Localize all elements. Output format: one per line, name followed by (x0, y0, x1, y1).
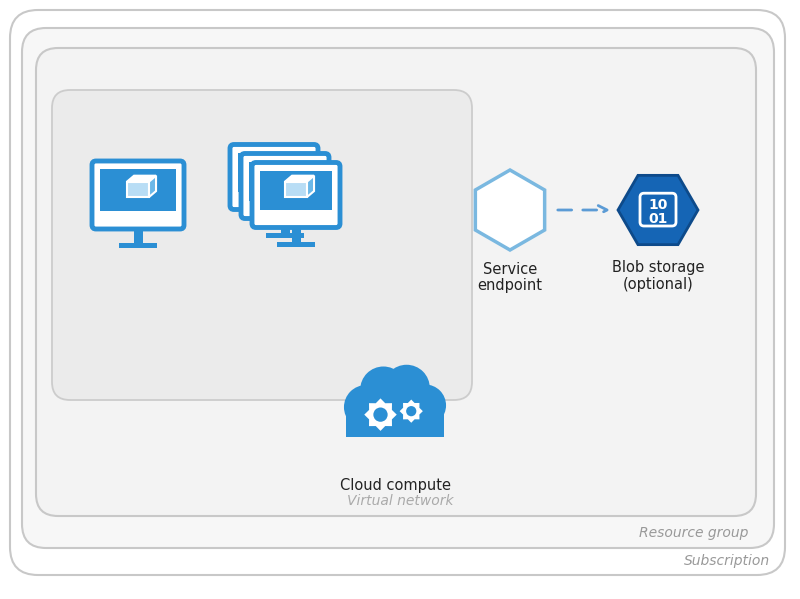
Bar (277, 241, 315, 247)
Circle shape (344, 385, 388, 429)
FancyBboxPatch shape (230, 144, 318, 210)
FancyBboxPatch shape (640, 193, 676, 226)
Bar (134, 227, 142, 243)
Circle shape (383, 365, 430, 411)
Circle shape (360, 367, 406, 413)
Polygon shape (127, 181, 149, 197)
Polygon shape (618, 176, 698, 244)
Text: (vFXT cluster): (vFXT cluster) (245, 278, 347, 293)
Bar (281, 216, 290, 232)
Polygon shape (263, 158, 292, 164)
Text: Subnet: Subnet (238, 380, 286, 394)
FancyBboxPatch shape (252, 162, 340, 228)
Bar (255, 223, 293, 228)
Bar (266, 232, 304, 237)
Polygon shape (400, 400, 423, 423)
FancyBboxPatch shape (52, 90, 472, 400)
Polygon shape (274, 173, 296, 188)
Text: Blob storage: Blob storage (612, 260, 704, 275)
Polygon shape (475, 170, 545, 250)
Text: Cloud compute: Cloud compute (339, 478, 450, 493)
Text: Service: Service (483, 262, 537, 277)
Bar (100, 169, 176, 211)
Text: Virtual network: Virtual network (346, 494, 454, 508)
Polygon shape (127, 176, 156, 181)
FancyBboxPatch shape (241, 153, 329, 219)
Text: 10: 10 (648, 198, 668, 212)
Bar (119, 243, 157, 248)
Polygon shape (149, 176, 156, 197)
Bar (346, 406, 444, 437)
Polygon shape (285, 176, 314, 181)
FancyBboxPatch shape (92, 161, 184, 229)
Text: Subscription: Subscription (684, 554, 770, 568)
Bar (260, 171, 332, 210)
Bar (270, 207, 278, 223)
Polygon shape (285, 158, 292, 179)
Bar (238, 153, 310, 192)
FancyBboxPatch shape (22, 28, 774, 548)
Text: Resource group: Resource group (638, 526, 748, 540)
FancyBboxPatch shape (10, 10, 785, 575)
Circle shape (372, 387, 418, 433)
Text: Cluster controller: Cluster controller (74, 260, 202, 275)
Text: 01: 01 (648, 212, 668, 226)
Polygon shape (307, 176, 314, 197)
Polygon shape (285, 181, 307, 197)
Polygon shape (364, 398, 397, 431)
FancyBboxPatch shape (36, 48, 756, 516)
Bar (291, 225, 301, 241)
Circle shape (374, 407, 388, 422)
Circle shape (404, 385, 446, 426)
Circle shape (406, 406, 416, 416)
Text: vFXT nodes: vFXT nodes (254, 260, 338, 275)
Text: (optional): (optional) (622, 277, 694, 292)
Polygon shape (263, 164, 285, 179)
Polygon shape (296, 167, 303, 188)
Bar (249, 162, 321, 201)
Polygon shape (274, 167, 303, 173)
Text: endpoint: endpoint (478, 278, 542, 293)
